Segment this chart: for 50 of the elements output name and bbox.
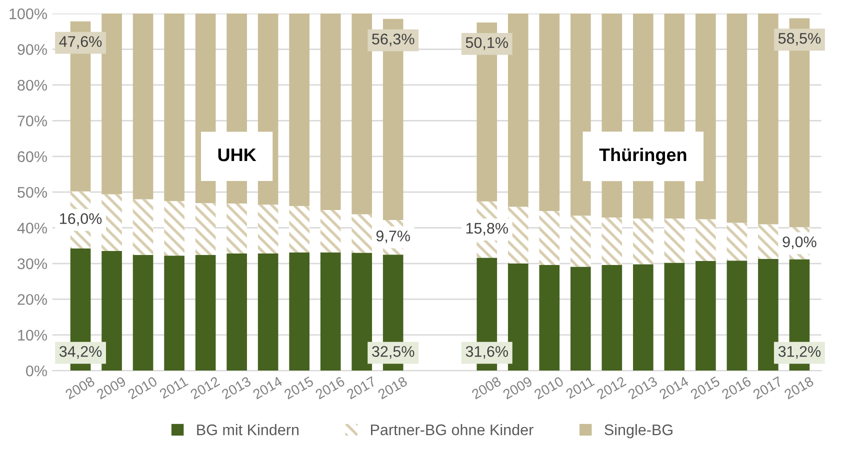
data-label: 16,0% [60,213,102,226]
data-label: 9,7% [376,230,410,244]
x-tick-label: 2011 [158,376,189,399]
data-label: 56,3% [372,34,414,46]
y-tick-label: 30% [18,258,47,270]
y-tick-label: 50% [18,186,47,198]
x-tick-label: 2015 [690,376,720,400]
data-label: 34,2% [59,346,102,359]
x-tick-label: 2008 [64,376,96,400]
data-label: 15,8% [466,222,508,236]
x-tick-label: 2018 [784,376,814,400]
legend-label: Partner-BG ohne Kinder [371,424,534,436]
data-label: 47,6% [59,36,102,49]
x-tick-label: 2010 [127,376,158,400]
data-label: 31,6% [466,346,508,359]
x-tick-label: 2009 [502,376,533,400]
legend-label: Single-BG [604,424,672,438]
data-label: 50,1% [466,37,508,50]
y-tick-label: 90% [18,44,47,55]
data-label: 32,5% [372,346,414,359]
y-tick-label: 100% [10,8,47,20]
x-tick-label: 2008 [471,376,502,400]
x-tick-label: 2018 [377,376,408,400]
x-tick-label: 2017 [346,376,376,400]
x-tick-label: 2014 [658,376,690,400]
x-tick-label: 2012 [596,376,627,400]
x-tick-label: 2011 [565,376,595,399]
y-tick-label: 0% [26,366,47,376]
y-tick-label: 60% [18,151,47,162]
x-tick-label: 2015 [284,376,314,400]
data-label: 9,0% [782,236,816,250]
x-tick-label: 2013 [220,376,252,400]
x-tick-label: 2016 [314,376,346,400]
x-tick-label: 2012 [190,376,220,400]
x-tick-label: 2013 [627,376,658,400]
y-tick-label: 10% [18,330,47,341]
legend-label: BG mit Kindern [197,424,298,436]
annotation: UHK [218,148,256,162]
data-label: 58,5% [778,32,821,46]
x-tick-label: 2017 [752,376,783,400]
y-tick-label: 80% [18,80,47,91]
x-tick-label: 2014 [252,376,283,400]
data-label: 31,2% [778,346,821,359]
x-tick-label: 2016 [721,376,752,400]
x-tick-label: 2009 [96,376,126,400]
y-tick-label: 40% [17,222,47,234]
x-tick-label: 2010 [534,376,564,400]
annotation: Thüringen [599,148,686,165]
y-tick-label: 20% [18,294,47,305]
y-tick-label: 70% [18,116,47,126]
